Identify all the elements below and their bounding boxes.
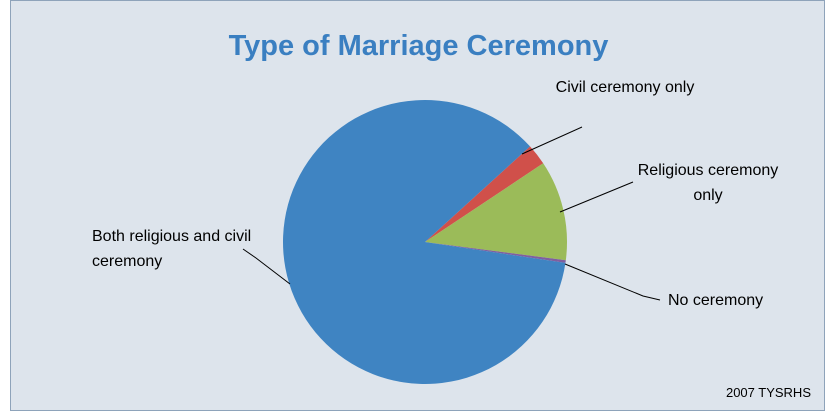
leader-line	[242, 248, 291, 285]
pie-slice	[425, 146, 544, 242]
slice-label: Both religious and civil ceremony	[92, 228, 252, 270]
leader-line	[559, 181, 634, 213]
slice-label: Religious ceremony only	[637, 162, 779, 204]
chart-title: Type of Marriage Ceremony	[228, 30, 609, 62]
pie-slice	[425, 163, 567, 261]
leader-line	[521, 126, 583, 155]
slice-label: No ceremony	[668, 292, 764, 309]
pie-slice	[283, 100, 566, 385]
pie-slice	[425, 242, 566, 263]
slice-label: Civil ceremony only	[555, 79, 695, 96]
leader-line	[564, 263, 661, 301]
source-note: 2007 TYSRHS	[725, 385, 811, 400]
